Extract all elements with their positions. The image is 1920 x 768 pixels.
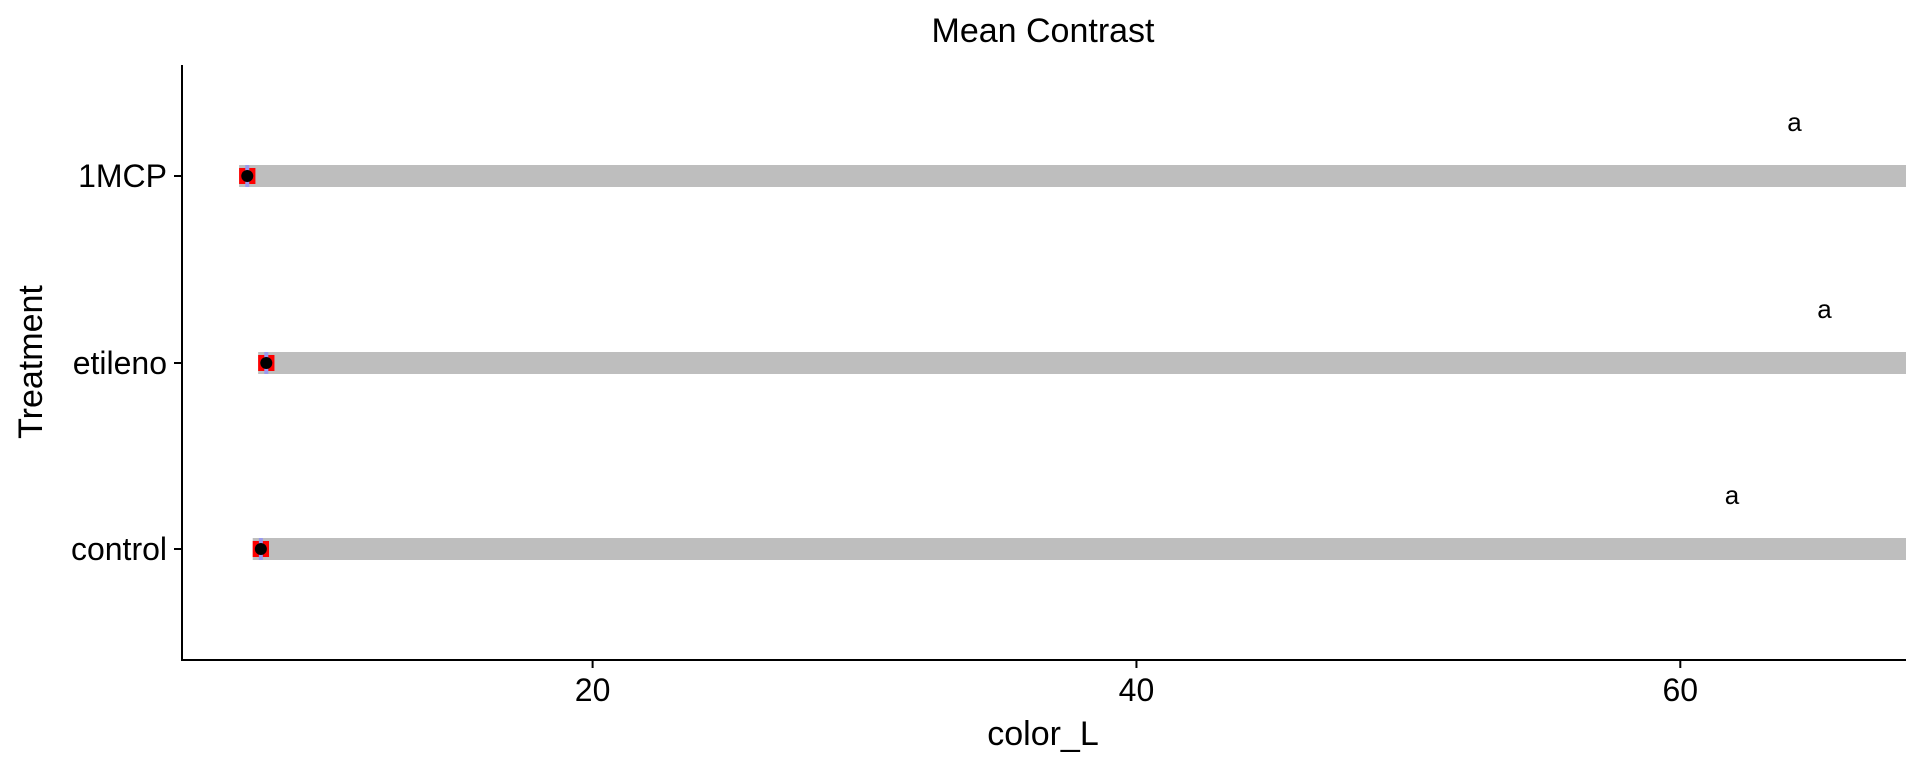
x-axis-ticks: 20 40 60: [575, 660, 1698, 708]
group-letter-etileno: a: [1817, 294, 1832, 324]
y-tick-label-control: control: [71, 531, 167, 567]
band-control: [252, 538, 1906, 560]
group-letter-control: a: [1725, 480, 1740, 510]
y-axis-title: Treatment: [12, 285, 50, 439]
band-1mcp: [239, 165, 1906, 187]
y-tick-label-etileno: etileno: [73, 345, 167, 381]
x-tick-label-40: 40: [1119, 672, 1155, 708]
x-tick-label-60: 60: [1663, 672, 1699, 708]
group-letter-1mcp: a: [1787, 107, 1802, 137]
mean-point-control: [254, 543, 267, 555]
y-axis-ticks: control etileno 1MCP: [71, 158, 182, 567]
band-etileno: [258, 352, 1906, 374]
chart-title: Mean Contrast: [932, 12, 1156, 50]
x-axis-title: color_L: [987, 715, 1099, 753]
mean-point-1mcp: [241, 170, 254, 182]
x-tick-label-20: 20: [575, 672, 611, 708]
plot-marks: a a a: [239, 107, 1906, 560]
y-tick-label-1mcp: 1MCP: [78, 158, 167, 194]
mean-point-etileno: [260, 357, 273, 369]
